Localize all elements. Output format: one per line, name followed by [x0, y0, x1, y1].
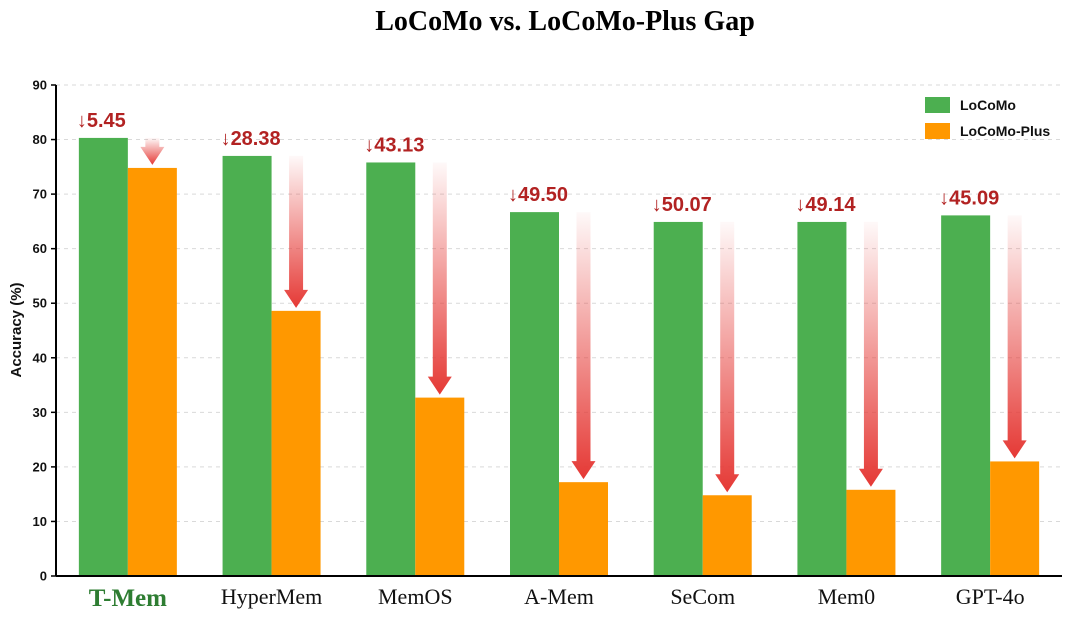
y-tick-label: 30: [33, 405, 47, 420]
x-tick-label-gpt-4o: GPT-4o: [956, 584, 1025, 609]
drop-label-a-mem: ↓49.50: [508, 184, 568, 206]
y-tick-label: 90: [33, 78, 47, 93]
x-tick-label-hypermem: HyperMem: [221, 584, 322, 609]
drop-arrow-gpt-4o: [1002, 215, 1027, 459]
drop-arrow-memos: [427, 162, 452, 395]
drop-label-memos: ↓43.13: [364, 134, 424, 156]
drop-arrows: [140, 137, 1027, 493]
drop-label-mem0: ↓49.14: [795, 194, 856, 216]
bar-locomo-a-mem: [510, 212, 559, 576]
y-tick-label: 40: [33, 350, 47, 365]
legend-label-locomo-plus: LoCoMo-Plus: [960, 123, 1050, 139]
y-tick-label: 60: [33, 241, 47, 256]
bar-locomo-memos: [366, 162, 416, 577]
y-tick-label: 20: [33, 459, 47, 474]
bar-locomo-plus-a-mem: [559, 482, 608, 576]
drop-arrow-mem0: [858, 221, 883, 487]
drop-label-t-mem: ↓5.45: [77, 110, 126, 132]
x-tick-label-secom: SeCom: [670, 584, 735, 609]
y-tick-label: 80: [33, 132, 47, 147]
bar-locomo-secom: [653, 221, 703, 576]
chart-title: LoCoMo vs. LoCoMo-Plus Gap: [375, 6, 755, 37]
drop-label-hypermem: ↓28.38: [221, 128, 281, 150]
drop-arrow-a-mem: [571, 212, 596, 480]
drop-arrow-secom: [715, 221, 740, 493]
y-axis-label: Accuracy (%): [8, 282, 25, 377]
drop-arrow-hypermem: [284, 155, 309, 308]
bar-locomo-plus-hypermem: [271, 310, 321, 576]
x-tick-label-a-mem: A-Mem: [524, 584, 594, 609]
drop-label-secom: ↓50.07: [652, 194, 712, 216]
bar-locomo-plus-t-mem: [127, 167, 177, 576]
drop-label-gpt-4o: ↓45.09: [939, 187, 999, 209]
y-tick-label: 0: [40, 569, 47, 584]
y-tick-label: 10: [33, 514, 47, 529]
y-tick-label: 70: [33, 187, 47, 202]
bar-locomo-plus-gpt-4o: [990, 461, 1040, 576]
legend: LoCoMo LoCoMo-Plus: [925, 97, 1050, 139]
bar-locomo-hypermem: [222, 155, 272, 576]
legend-swatch-locomo-plus: [925, 123, 950, 139]
bar-locomo-gpt-4o: [941, 215, 991, 577]
annotations: ↓5.45 ↓28.38 ↓43.13 ↓49.50 ↓50.07 ↓49.14 ↓45.0…: [77, 110, 999, 216]
bar-locomo-plus-memos: [415, 397, 465, 576]
legend-label-locomo: LoCoMo: [960, 97, 1016, 113]
x-tick-label-t-mem: T-Mem: [89, 585, 167, 612]
axes: 0 10 20 30 40 50 60 70 80 90 T-Mem HyperMem MemOS A-M…: [33, 78, 1062, 612]
drop-arrow-t-mem: [140, 137, 165, 165]
x-tick-label-mem0: Mem0: [818, 584, 875, 609]
y-tick-label: 50: [33, 296, 47, 311]
legend-swatch-locomo: [925, 97, 950, 113]
x-tick-label-memos: MemOS: [378, 584, 453, 609]
bar-locomo-mem0: [797, 221, 847, 576]
bar-locomo-plus-mem0: [846, 489, 896, 576]
bar-locomo-t-mem: [78, 137, 128, 576]
bar-locomo-plus-secom: [702, 495, 752, 576]
bars: [78, 137, 1040, 577]
